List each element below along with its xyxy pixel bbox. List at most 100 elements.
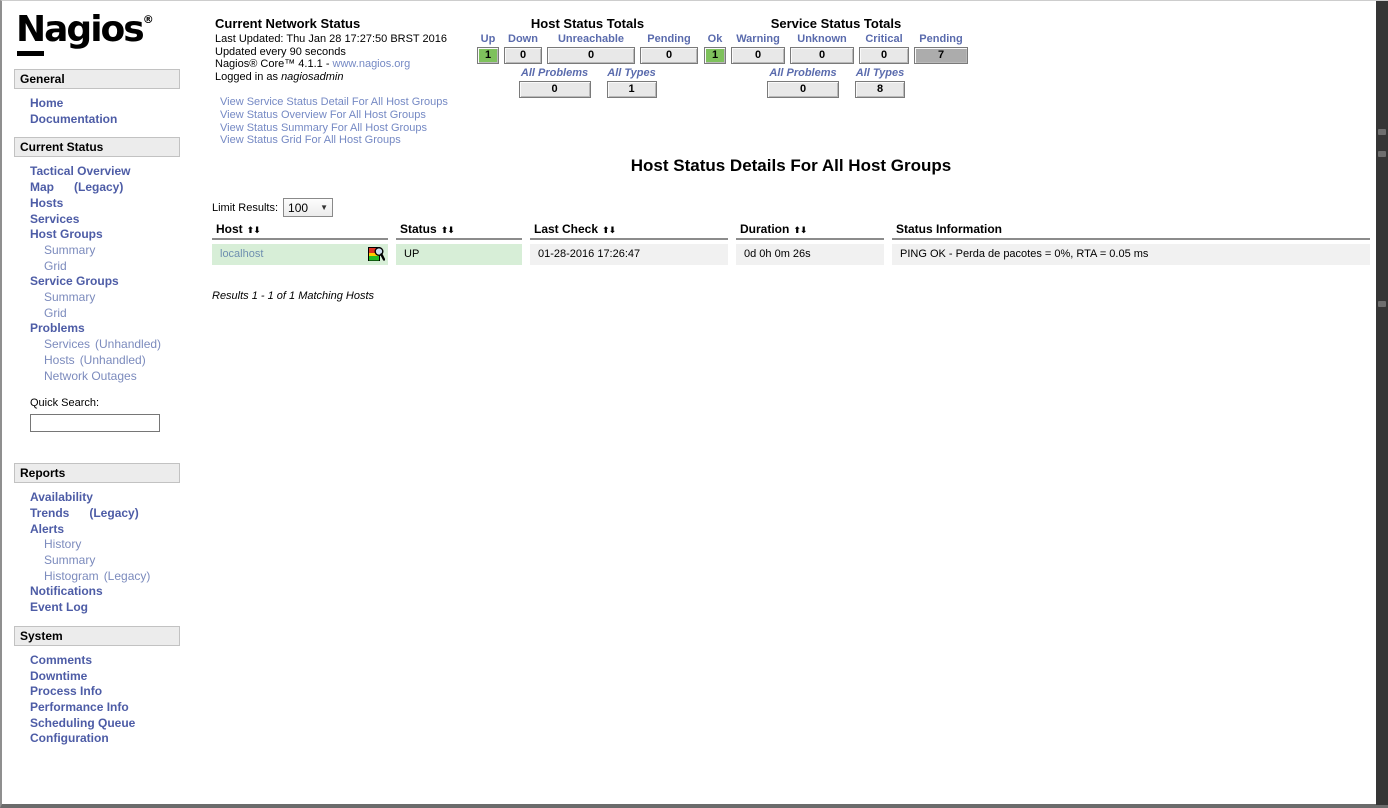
- sidebar-item-grid[interactable]: Grid: [44, 305, 67, 320]
- host-cell: localhost: [212, 244, 388, 265]
- logo-underline: [17, 51, 44, 56]
- view-link-view-status-grid-for-all-host-groups[interactable]: View Status Grid For All Host Groups: [220, 134, 401, 147]
- sidebar-item-histogram-legacy[interactable]: Histogram (Legacy): [44, 568, 151, 583]
- service-totals-label-warning[interactable]: Warning: [736, 33, 780, 45]
- sidebar-item-service-groups[interactable]: Service Groups: [30, 274, 119, 289]
- scrollbar-mark: [1378, 301, 1386, 307]
- sidebar-item-scheduling-queue[interactable]: Scheduling Queue: [30, 715, 136, 730]
- sidebar-item-services-unhandled[interactable]: Services (Unhandled): [44, 337, 162, 352]
- sidebar-item-map-legacy[interactable]: Map (Legacy): [30, 180, 124, 195]
- duration-cell: 0d 0h 0m 26s: [736, 244, 884, 265]
- results-note: Results 1 - 1 of 1 Matching Hosts: [212, 290, 375, 302]
- sidebar-item-suffix[interactable]: (Unhandled): [79, 352, 146, 367]
- sidebar-item-configuration[interactable]: Configuration: [30, 731, 109, 746]
- sidebar-sections-top: General Home Documentation Current Status Ta…: [14, 69, 184, 384]
- service-totals-label-ok[interactable]: Ok: [707, 33, 723, 45]
- host-link[interactable]: localhost: [220, 248, 264, 260]
- sidebar-item-event-log[interactable]: Event Log: [30, 600, 89, 615]
- table-body: localhost UP 01-28-2016 17:26:47 0d 0h 0m 2…: [212, 240, 1370, 265]
- service-totals-label-all-types[interactable]: All Types: [855, 67, 905, 79]
- host-totals-label-all-types[interactable]: All Types: [607, 67, 656, 79]
- scrollbar-mark: [1378, 129, 1386, 135]
- sort-arrows-icon[interactable]: ⬆⬇: [793, 225, 807, 235]
- quick-search-label: Quick Search:: [30, 397, 100, 410]
- service-totals-label-unknown[interactable]: Unknown: [797, 33, 847, 45]
- sidebar-item-process-info[interactable]: Process Info: [30, 684, 103, 699]
- sort-arrows-icon[interactable]: ⬆⬇: [602, 225, 616, 235]
- sidebar-section-general: General Home Documentation: [14, 69, 184, 127]
- service-totals-label-critical[interactable]: Critical: [865, 33, 903, 45]
- host-totals-label-up[interactable]: Up: [480, 33, 496, 45]
- sidebar-sections-bottom: Reports Availability Trends (Legacy) Alerts H…: [14, 463, 184, 747]
- quick-search: Quick Search:: [14, 397, 184, 433]
- sidebar-item-trends-legacy[interactable]: Trends (Legacy): [30, 505, 139, 520]
- page-title: Host Status Details For All Host Groups: [630, 156, 952, 175]
- window-scrollbar[interactable]: [1376, 1, 1388, 805]
- sidebar-item-performance-info[interactable]: Performance Info: [30, 699, 129, 714]
- sidebar-item-grid[interactable]: Grid: [44, 258, 67, 273]
- host-totals-summary-all-types: All Types 1: [606, 67, 657, 98]
- sidebar-item-hosts-unhandled[interactable]: Hosts (Unhandled): [44, 352, 146, 367]
- sidebar-item-network-outages[interactable]: Network Outages: [44, 368, 137, 383]
- view-links: View Service Status Detail For All Host …: [220, 96, 490, 147]
- sort-arrows-icon[interactable]: ⬆⬇: [246, 225, 261, 235]
- host-totals-label-pending[interactable]: Pending: [647, 33, 691, 45]
- sidebar-item-summary[interactable]: Summary: [44, 553, 96, 568]
- sidebar-item-suffix[interactable]: (Unhandled): [95, 337, 162, 352]
- host-totals-label-down[interactable]: Down: [508, 33, 538, 45]
- sidebar-item-suffix[interactable]: (Legacy): [103, 568, 151, 583]
- network-status-title: Current Network Status: [215, 16, 361, 31]
- limit-results-select[interactable]: 100 ▼: [283, 198, 334, 217]
- sidebar-item-services[interactable]: Services: [30, 211, 80, 226]
- nagios-org-link[interactable]: www.nagios.org: [332, 58, 411, 71]
- host-totals-label-unreachable[interactable]: Unreachable: [557, 33, 625, 45]
- column-header-status-information: Status Information: [892, 220, 1370, 240]
- sidebar-item-documentation[interactable]: Documentation: [30, 111, 118, 126]
- sidebar-section-title: General: [14, 69, 180, 89]
- sidebar-item-history[interactable]: History: [44, 537, 82, 552]
- sidebar-item-tactical-overview[interactable]: Tactical Overview: [30, 164, 131, 179]
- current-network-status: Current Network Status Last Updated: Thu…: [215, 16, 490, 147]
- host-totals-all-types-box: 1: [606, 81, 657, 98]
- status-map-icon[interactable]: [368, 247, 386, 270]
- view-link-view-service-status-detail-for-all-host-groups[interactable]: View Service Status Detail For All Host …: [220, 96, 448, 109]
- sort-arrows-icon[interactable]: ⬆⬇: [440, 225, 455, 235]
- sidebar-item-notifications[interactable]: Notifications: [30, 584, 103, 599]
- host-totals-unreachable-box: 0: [547, 47, 635, 64]
- sidebar-section-title: Reports: [14, 463, 180, 484]
- sidebar-item-host-groups[interactable]: Host Groups: [30, 227, 103, 242]
- logged-in-user: nagiosadmin: [281, 70, 344, 83]
- registered-mark: ®: [142, 13, 154, 26]
- view-link-view-status-overview-for-all-host-groups[interactable]: View Status Overview For All Host Groups: [220, 109, 426, 122]
- sidebar-item-home[interactable]: Home: [30, 96, 64, 110]
- status-info-cell: PING OK - Perda de pacotes = 0%, RTA = 0…: [892, 244, 1370, 265]
- scrollbar-mark: [1378, 151, 1386, 157]
- service-totals-summary-all-problems: All Problems 0: [767, 67, 839, 98]
- service-totals-label-all-problems[interactable]: All Problems: [769, 67, 837, 79]
- sidebar-item-summary[interactable]: Summary: [44, 290, 96, 305]
- service-totals-column-ok: Ok 1: [704, 33, 726, 64]
- sidebar-item-comments[interactable]: Comments: [30, 652, 93, 667]
- service-totals-summary-all-types: All Types 8: [855, 67, 905, 98]
- service-totals-critical-box: 0: [859, 47, 909, 64]
- sidebar-item-suffix[interactable]: (Legacy): [74, 180, 124, 195]
- service-totals-unknown-box: 0: [790, 47, 854, 64]
- host-totals-column-pending: Pending 0: [640, 33, 698, 64]
- sidebar-item-hosts[interactable]: Hosts: [30, 195, 64, 210]
- service-totals-label-pending[interactable]: Pending: [919, 33, 963, 45]
- quick-search-input[interactable]: [30, 414, 160, 433]
- column-header-label: Last Check: [534, 222, 599, 236]
- nagios-logo: Nagios®: [16, 9, 184, 59]
- view-link-view-status-summary-for-all-host-groups[interactable]: View Status Summary For All Host Groups: [220, 121, 428, 134]
- column-header-last-check: Last Check ⬆⬇: [530, 220, 728, 240]
- host-totals-summary-all-problems: All Problems 0: [518, 67, 591, 98]
- sidebar-item-summary[interactable]: Summary: [44, 242, 96, 257]
- sidebar-item-suffix[interactable]: (Legacy): [89, 505, 139, 520]
- sidebar-item-alerts[interactable]: Alerts: [30, 521, 65, 536]
- service-totals-all-types-box: 8: [855, 81, 905, 98]
- sidebar-item-availability[interactable]: Availability: [30, 490, 93, 505]
- host-totals-label-all-problems[interactable]: All Problems: [520, 67, 589, 79]
- sidebar-item-downtime[interactable]: Downtime: [30, 668, 88, 683]
- sidebar-item-problems[interactable]: Problems: [30, 321, 85, 336]
- service-totals-column-warning: Warning 0: [731, 33, 785, 64]
